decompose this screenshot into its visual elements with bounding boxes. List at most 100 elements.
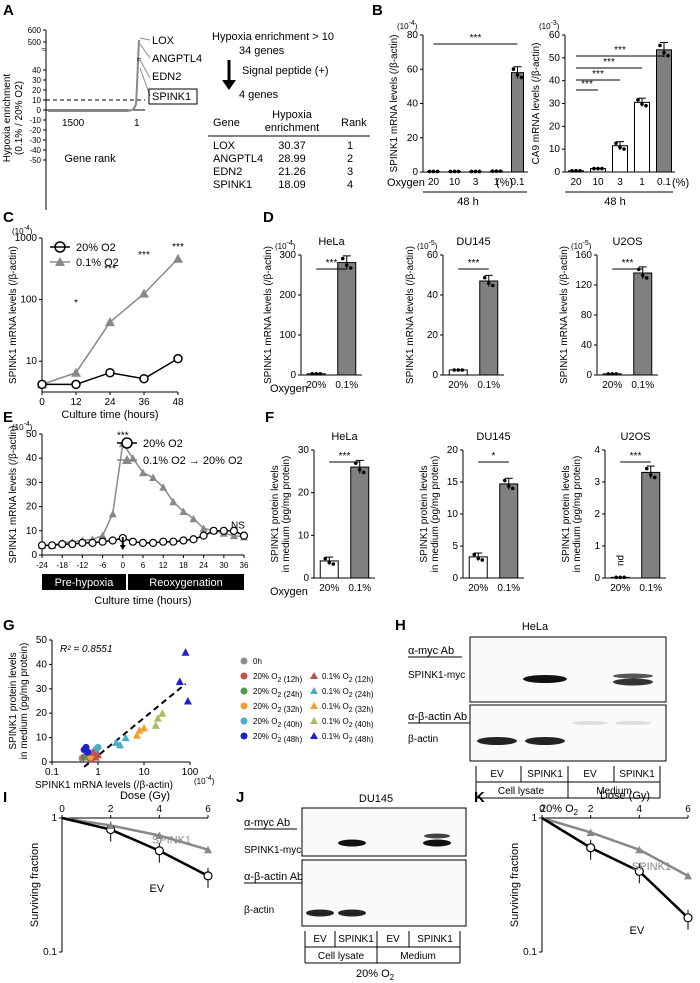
data-point-circle xyxy=(199,531,208,540)
band-spink1-myc-medium xyxy=(424,833,450,839)
data-point xyxy=(310,372,315,376)
blot-j-band2: β-actin xyxy=(244,905,274,916)
y-tick-label: 40 xyxy=(427,290,439,301)
series-line-ev xyxy=(61,816,209,877)
x-axis-label: Dose (Gy) xyxy=(120,790,170,802)
x-tick-label: 10 xyxy=(592,177,604,188)
data-point xyxy=(490,169,495,173)
band-spink1-myc xyxy=(523,675,567,683)
data-point xyxy=(618,575,623,580)
data-point xyxy=(323,556,328,561)
callout-line xyxy=(139,59,151,79)
legend-label-20: 20% O2 xyxy=(76,242,116,254)
series-label-spink1: SPINK1 xyxy=(152,835,191,847)
y-tick-label: 120 xyxy=(575,280,592,291)
y-tick-label: 0 xyxy=(412,167,418,178)
y-axis-label: in medium (pg/mg protein) xyxy=(281,456,292,573)
data-point xyxy=(592,166,596,171)
panel-label-d: D xyxy=(263,209,274,226)
y-tick-label: 50 xyxy=(26,429,38,440)
x-tick-label: 3 xyxy=(617,177,623,188)
x-tick-label: 0.1% xyxy=(348,583,371,594)
x-tick-label: 0 xyxy=(539,804,545,815)
x-tick-label: 20% xyxy=(602,380,622,391)
y-tick-label: 30 xyxy=(298,445,310,456)
group-medium: Medium xyxy=(596,786,632,797)
x-tick-label: 10 xyxy=(449,177,461,188)
y-tick-label: 1 xyxy=(51,813,57,824)
series-line-spink1 xyxy=(61,816,209,851)
band-pre-hypoxia-label: Pre-hypoxia xyxy=(55,577,115,589)
sig-marker: *** xyxy=(138,250,150,261)
y-tick-label: 0 xyxy=(452,573,458,584)
data-point-circle xyxy=(179,536,188,545)
y-tick-label: 10 xyxy=(298,530,310,541)
data-point xyxy=(622,575,627,580)
data-point-circle xyxy=(37,379,47,390)
data-point xyxy=(435,169,440,174)
data-point-circle xyxy=(634,866,644,876)
blot-j-ab1: α-myc Ab xyxy=(244,817,290,829)
blot-h-myc-membrane xyxy=(469,636,667,703)
table-header-enrichment-2: enrichment xyxy=(265,122,319,134)
data-point xyxy=(476,556,481,561)
scatter-point-triangle xyxy=(158,709,167,717)
data-point-triangle xyxy=(149,473,158,482)
y-tick-label: 15 xyxy=(447,477,459,488)
y-tick-label: -30 xyxy=(29,136,41,145)
y-tick-label: 40 xyxy=(36,659,48,670)
data-point-circle xyxy=(189,535,198,544)
data-point-triangle xyxy=(108,509,117,518)
scatter-point-triangle xyxy=(112,738,121,746)
table-cell-rank: 1 xyxy=(347,140,353,152)
data-point xyxy=(340,256,345,261)
sig-marker: *** xyxy=(581,79,593,90)
y-tick-label: 30 xyxy=(549,99,561,110)
data-point-circle xyxy=(98,537,107,546)
data-point-circle xyxy=(71,379,81,390)
panel-f-du145-chart: 0 5 10 15 20 SPINK1 protein levels in medium (… xyxy=(419,431,524,594)
band-spink1-myc xyxy=(338,839,366,847)
data-point xyxy=(596,166,600,171)
data-point xyxy=(614,141,618,146)
bar xyxy=(479,280,499,376)
x-tick-label: 2 xyxy=(108,804,114,815)
data-point-triangle xyxy=(204,845,212,854)
data-point-circle xyxy=(169,537,178,546)
callout-line xyxy=(139,43,151,59)
data-point xyxy=(482,275,487,280)
y-axis-label: SPINK1 mRNA levels (/β-actin) xyxy=(8,425,19,563)
data-point xyxy=(666,53,670,58)
lane-spink1: SPINK1 xyxy=(338,934,374,945)
scatter-point-triangle xyxy=(132,731,141,739)
y-tick-label: 20 xyxy=(407,133,419,144)
blot-h-ab2: α-β-actin Ab xyxy=(408,711,467,723)
legend-label: 0.1% O2 (32h) xyxy=(322,702,374,714)
sig-marker: *** xyxy=(326,258,338,269)
data-point-triangle xyxy=(106,821,115,829)
x-tick-label: -18 xyxy=(56,561,68,570)
lane-spink1: SPINK1 xyxy=(619,769,655,780)
sig-marker: *** xyxy=(117,430,129,441)
y-tick-label: 300 xyxy=(279,250,296,261)
bar xyxy=(641,471,661,579)
flow-arrowhead-icon xyxy=(222,80,236,90)
data-point-circle xyxy=(683,913,693,923)
callout-spink1: SPINK1 xyxy=(152,91,191,103)
group-medium: Medium xyxy=(400,951,436,962)
data-point-circle xyxy=(229,526,238,535)
y-axis-label: in medium (pg/mg protein) xyxy=(430,456,441,573)
table-cell-gene: SPINK1 xyxy=(213,179,252,191)
data-point xyxy=(327,560,332,565)
lane-ev: EV xyxy=(490,769,504,780)
y-axis-label: SPINK1 protein levels xyxy=(270,465,281,562)
panel-label-i: I xyxy=(3,789,7,806)
x-tick-label: 1 xyxy=(639,177,645,188)
x-tick-label: 0.1% xyxy=(477,380,500,391)
data-point-circle xyxy=(88,538,97,548)
panel-label-h: H xyxy=(395,617,406,634)
x-tick-label: 100 xyxy=(182,767,199,778)
panel-e-chart: 0 10 20 30 40 50 -24 -18 -12 -6 0 6 12 18 24 30 36 (10-4)… xyxy=(8,421,249,607)
legend-label: 20% O2 (12h) xyxy=(253,672,303,684)
blot-j-condition: 20% O2 xyxy=(356,968,395,982)
